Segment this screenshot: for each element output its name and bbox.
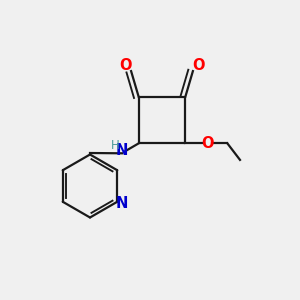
Text: O: O	[119, 58, 131, 73]
Text: O: O	[193, 58, 205, 73]
Text: N: N	[116, 143, 128, 158]
Text: N: N	[116, 196, 128, 211]
Text: H: H	[110, 139, 119, 152]
Text: O: O	[202, 136, 214, 151]
